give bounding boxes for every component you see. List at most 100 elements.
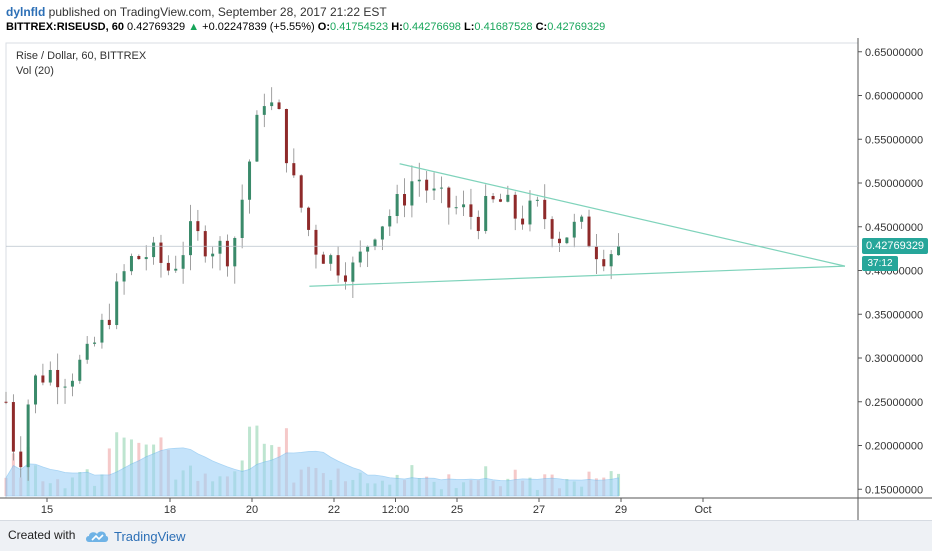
- candle-body: [211, 253, 215, 257]
- candle-body: [93, 342, 97, 344]
- candle-body: [521, 218, 525, 225]
- candle-body: [144, 257, 148, 260]
- candle-body: [159, 242, 163, 263]
- time-tick-label: 22: [328, 504, 340, 516]
- candle-body: [403, 194, 407, 206]
- candle-body: [166, 262, 170, 271]
- candle-body: [152, 242, 156, 258]
- candle-body: [513, 194, 517, 219]
- candle-body: [203, 231, 207, 257]
- candle-body: [225, 240, 229, 267]
- candle-body: [189, 221, 192, 256]
- candle-body: [454, 207, 458, 209]
- candle-body: [535, 199, 539, 201]
- candle-body: [558, 238, 561, 244]
- candle-body: [11, 402, 15, 452]
- time-tick-label: 20: [246, 504, 258, 516]
- volume-ma-area: [5, 447, 619, 497]
- candle-body: [602, 259, 606, 267]
- candle-body: [137, 256, 141, 260]
- close-value: 0.42769329: [547, 21, 606, 33]
- candle-body: [233, 238, 237, 267]
- volume-bar: [255, 425, 259, 496]
- author-link[interactable]: dylnfld: [6, 5, 46, 19]
- candle-body: [609, 254, 613, 267]
- candle-body: [314, 229, 318, 255]
- volume-bar: [115, 432, 119, 496]
- candle-body: [107, 319, 111, 326]
- candle-body: [34, 375, 38, 405]
- candle-body: [218, 240, 222, 254]
- candle-body: [299, 175, 303, 208]
- low-label: L:: [464, 21, 475, 33]
- candle-body: [425, 179, 429, 191]
- candle-body: [196, 221, 200, 232]
- price-tick-label: 0.30000000: [865, 353, 923, 365]
- candle-body: [594, 246, 598, 260]
- candle-body: [498, 199, 502, 202]
- upper-trendline: [399, 163, 846, 267]
- candle-body: [262, 106, 266, 115]
- volume-bar: [122, 437, 126, 496]
- high-label: H:: [391, 21, 403, 33]
- candle-body: [270, 102, 274, 107]
- price-tick-label: 0.50000000: [865, 178, 923, 190]
- candle-body: [85, 343, 89, 360]
- candle-body: [550, 219, 554, 239]
- chart-area[interactable]: 0.65000000 0.60000000 0.55000000 0.50000000…: [0, 38, 932, 520]
- candle-body: [462, 204, 466, 208]
- candle-body: [572, 221, 576, 238]
- candle-body: [255, 114, 259, 162]
- price-change: +0.02247839 (+5.55%): [202, 21, 315, 33]
- candle-body: [70, 380, 74, 387]
- price-tick-label: 0.60000000: [865, 91, 923, 103]
- price-tick-label: 0.15000000: [865, 484, 923, 496]
- candle-body: [129, 256, 133, 272]
- created-with-label: Created with: [8, 528, 76, 542]
- tradingview-logo[interactable]: TradingView: [84, 527, 186, 545]
- time-tick-label: 25: [451, 504, 463, 516]
- bar-countdown-tag: 37:12: [862, 256, 898, 272]
- candle-body: [395, 194, 399, 217]
- open-value: 0.41754523: [330, 21, 389, 33]
- candle-body: [4, 401, 8, 403]
- candle-body: [174, 268, 178, 271]
- time-tick-label: Oct: [694, 504, 711, 516]
- candle-body: [506, 194, 510, 202]
- time-tick-label: 27: [533, 504, 545, 516]
- publish-info: dylnfld published on TradingView.com, Se…: [6, 5, 387, 19]
- candle-body: [432, 188, 436, 191]
- candle-body: [78, 359, 82, 381]
- candle-body: [63, 386, 67, 388]
- candle-body: [380, 226, 384, 240]
- volume-bar: [107, 448, 111, 496]
- chart-header: dylnfld published on TradingView.com, Se…: [0, 0, 932, 44]
- candle-body: [351, 262, 355, 282]
- tradingview-brand[interactable]: TradingView: [114, 528, 186, 544]
- candle-body: [543, 199, 547, 220]
- candle-body: [410, 181, 414, 206]
- price-tick-label: 0.45000000: [865, 222, 923, 234]
- price-tick-label: 0.35000000: [865, 309, 923, 321]
- candle-body: [26, 404, 30, 468]
- time-tick-label: 15: [41, 504, 53, 516]
- candle-body: [439, 187, 443, 189]
- candle-body: [48, 369, 52, 383]
- volume-indicator-label[interactable]: Vol (20): [16, 65, 54, 77]
- price-chart[interactable]: 0.65000000 0.60000000 0.55000000 0.50000000…: [0, 38, 932, 520]
- candle-body: [491, 195, 495, 200]
- time-tick-label: 29: [615, 504, 627, 516]
- close-label: C:: [535, 21, 548, 33]
- candle-body: [19, 451, 23, 468]
- volume-bar: [248, 426, 252, 496]
- candle-body: [321, 254, 325, 264]
- price-tick-label: 0.20000000: [865, 441, 923, 453]
- candle-body: [587, 216, 591, 247]
- candle-body: [248, 161, 252, 200]
- footer-bar: Created with TradingView: [0, 520, 932, 551]
- price-tick-label: 0.55000000: [865, 134, 923, 146]
- candle-body: [366, 246, 370, 252]
- lower-trendline: [309, 265, 846, 287]
- candle-body: [284, 109, 288, 164]
- high-value: 0.44276698: [402, 21, 461, 33]
